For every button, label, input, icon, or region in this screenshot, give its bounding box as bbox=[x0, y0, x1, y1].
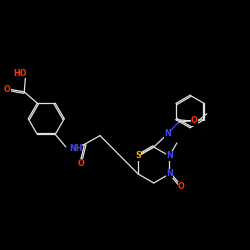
Text: NH: NH bbox=[69, 144, 82, 152]
Text: S: S bbox=[135, 152, 141, 160]
Text: N: N bbox=[164, 128, 171, 138]
Text: N: N bbox=[166, 152, 173, 160]
Text: O: O bbox=[4, 85, 11, 94]
Text: O: O bbox=[191, 116, 198, 126]
Text: O: O bbox=[78, 159, 84, 168]
Text: HO: HO bbox=[13, 69, 27, 78]
Text: N: N bbox=[166, 169, 173, 178]
Text: O: O bbox=[178, 182, 185, 191]
